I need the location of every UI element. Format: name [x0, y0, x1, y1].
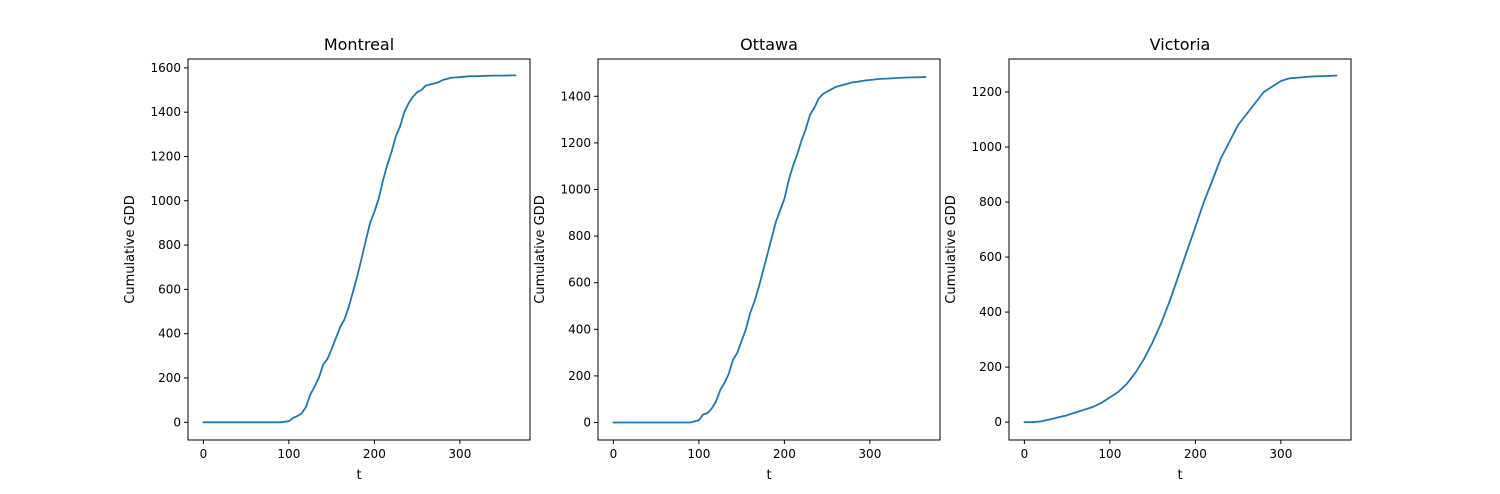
- x-tick-label: 0: [200, 447, 208, 461]
- x-tick-label: 100: [277, 447, 300, 461]
- chart-title: Montreal: [324, 35, 394, 54]
- series-line: [612, 76, 927, 424]
- series-line: [1023, 74, 1338, 424]
- y-tick-label: 1400: [150, 105, 181, 119]
- x-tick-label: 300: [448, 447, 471, 461]
- y-tick-label: 200: [158, 371, 181, 385]
- chart-title: Victoria: [1150, 35, 1211, 54]
- y-tick-label: 1000: [150, 194, 181, 208]
- y-tick-label: 0: [583, 416, 591, 430]
- y-tick-label: 800: [568, 229, 591, 243]
- chart-panel-3: 0 100 200 300 0 200 400 600 800 1000 1200 Victoria t…: [944, 35, 1352, 483]
- y-tick-label: 1200: [971, 85, 1002, 99]
- y-tick-label: 200: [979, 360, 1002, 374]
- x-tick-label: 200: [363, 447, 386, 461]
- y-tick-label: 600: [158, 282, 181, 296]
- y-tick-label: 400: [979, 305, 1002, 319]
- x-tick-label: 100: [687, 447, 710, 461]
- y-tick-label: 400: [568, 322, 591, 336]
- x-axis-label: t: [356, 468, 361, 483]
- y-axis-label: Cumulative GDD: [123, 195, 138, 303]
- y-tick-label: 600: [568, 276, 591, 290]
- y-tick-label: 1600: [150, 61, 181, 75]
- x-tick-label: 300: [1269, 447, 1292, 461]
- y-tick-label: 1200: [560, 136, 591, 150]
- y-tick-label: 600: [979, 250, 1002, 264]
- x-axis-label: t: [766, 468, 771, 483]
- y-tick-label: 1400: [560, 89, 591, 103]
- y-axis-label: Cumulative GDD: [533, 195, 548, 303]
- x-axis-label: t: [1177, 468, 1182, 483]
- series-line: [202, 74, 517, 424]
- y-tick-label: 0: [173, 415, 181, 429]
- chart-panel-1: 0 100 200 300 0 200 400 600 800 1000 1200 1400 1600 M…: [123, 35, 531, 483]
- chart-panel-2: 0 100 200 300 0 200 400 600 800 1000 1200 1400 Ottaw…: [533, 35, 941, 483]
- plot-frame: [187, 58, 531, 441]
- plot-frame: [1008, 58, 1352, 441]
- y-tick-label: 1200: [150, 149, 181, 163]
- x-tick-label: 300: [858, 447, 881, 461]
- y-tick-label: 0: [994, 415, 1002, 429]
- y-tick-label: 400: [158, 327, 181, 341]
- x-tick-label: 0: [1021, 447, 1029, 461]
- x-tick-label: 100: [1098, 447, 1121, 461]
- y-tick-label: 1000: [971, 140, 1002, 154]
- plot-frame: [597, 58, 941, 441]
- x-tick-label: 200: [773, 447, 796, 461]
- x-tick-label: 0: [610, 447, 618, 461]
- y-tick-label: 1000: [560, 182, 591, 196]
- y-axis-label: Cumulative GDD: [944, 195, 959, 303]
- x-tick-label: 200: [1184, 447, 1207, 461]
- y-tick-label: 800: [979, 195, 1002, 209]
- chart-title: Ottawa: [740, 35, 798, 54]
- y-tick-label: 800: [158, 238, 181, 252]
- y-tick-label: 200: [568, 369, 591, 383]
